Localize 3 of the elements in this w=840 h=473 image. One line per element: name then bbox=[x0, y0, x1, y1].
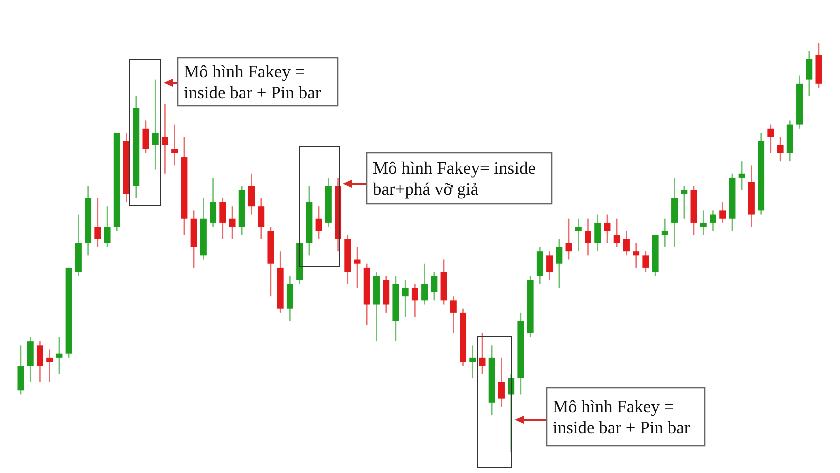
annotation: Mô hình Fakey= inside bar+phá vỡ giả bbox=[373, 158, 536, 199]
annotation: Mô hình Fakey = inside bar + Pin bar bbox=[553, 396, 690, 438]
annotation: Mô hình Fakey = inside bar + Pin bar bbox=[184, 62, 322, 102]
